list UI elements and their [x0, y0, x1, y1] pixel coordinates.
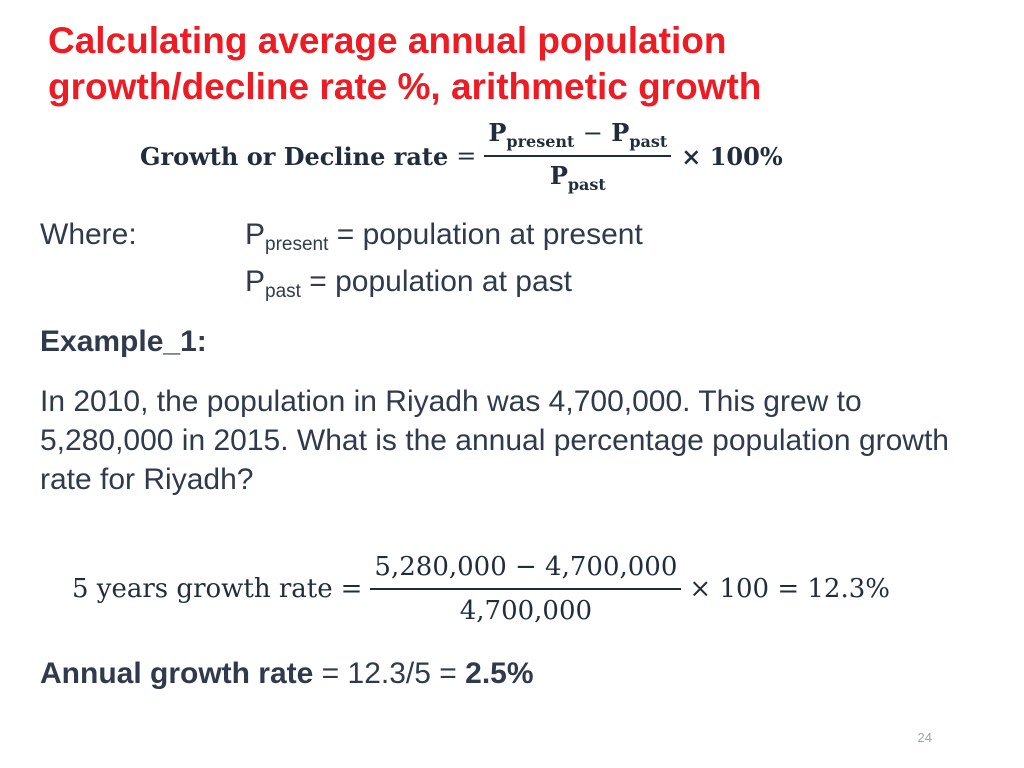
formula-times-hundred: × 100%: [681, 141, 783, 171]
def-present-sub: present: [265, 234, 329, 255]
formula-equals: =: [456, 142, 477, 170]
formula-lhs: Growth or Decline rate: [140, 141, 449, 171]
formula-present-sub: present: [506, 132, 575, 151]
formula-den-sub: past: [567, 175, 606, 194]
def-past-sub: past: [265, 281, 301, 302]
example-tail: × 100 = 12.3%: [689, 574, 890, 604]
example-label: Example_1:: [40, 325, 207, 358]
slide-title: Calculating average annual population gr…: [48, 18, 988, 110]
formula-den-p: P: [549, 161, 568, 190]
def-past-symbol: P: [245, 265, 266, 298]
formula-p-present: P: [488, 118, 507, 147]
formula-minus: −: [582, 119, 603, 147]
problem-text: In 2010, the population in Riyadh was 4,…: [40, 385, 949, 496]
formula-p-past: P: [611, 118, 630, 147]
annual-result: 2.5%: [465, 657, 534, 690]
definition-present: Ppresent = population at present: [245, 218, 643, 256]
def-present-text: = population at present: [328, 218, 643, 251]
example-numerator: 5,280,000 − 4,700,000: [374, 552, 678, 582]
example-fraction: 5,280,000 − 4,700,000 4,700,000: [370, 552, 682, 626]
annual-label: Annual growth rate: [40, 657, 314, 690]
growth-rate-formula: Growth or Decline rate = Ppresent − Ppas…: [140, 118, 783, 194]
page-number: 24: [917, 730, 932, 745]
def-present-symbol: P: [245, 218, 266, 251]
annual-calc: = 12.3/5 =: [313, 657, 466, 690]
example-lhs: 5 years growth rate: [72, 574, 333, 604]
formula-past-sub: past: [629, 132, 668, 151]
formula-fraction: Ppresent − Ppast Ppast: [484, 118, 672, 194]
def-past-text: = population at past: [300, 265, 572, 298]
example-equals: =: [340, 574, 363, 604]
title-line-1: Calculating average annual population: [48, 20, 727, 61]
definition-past: Ppast = population at past: [245, 265, 572, 303]
where-label: Where:: [40, 218, 137, 251]
annual-growth-line: Annual growth rate = 12.3/5 = 2.5%: [40, 657, 534, 691]
formula-denominator: Ppast: [546, 161, 610, 194]
formula-fraction-bar: [484, 155, 672, 157]
example-denominator: 4,700,000: [459, 596, 593, 626]
example-fraction-bar: [370, 588, 682, 590]
formula-numerator: Ppresent − Ppast: [484, 118, 671, 151]
example-formula: 5 years growth rate = 5,280,000 − 4,700,…: [72, 552, 890, 626]
title-line-2: growth/decline rate %, arithmetic growth: [48, 66, 762, 107]
